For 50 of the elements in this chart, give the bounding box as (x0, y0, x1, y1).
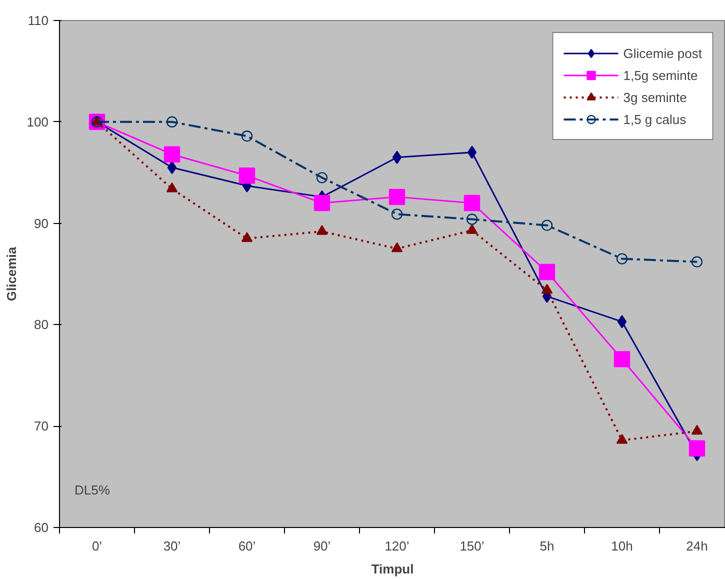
x-tick-label: 90’ (313, 538, 331, 554)
point (691, 256, 703, 268)
point (616, 434, 628, 444)
legend-label: 1,5g seminte (623, 68, 698, 82)
x-tick-label: 24h (686, 538, 708, 554)
point (688, 440, 706, 457)
annotation: DL5% (74, 482, 110, 498)
x-tick-label: 0’ (92, 538, 102, 554)
x-tick-label: 30’ (163, 538, 181, 554)
legend-label: 3g seminte (623, 90, 687, 104)
point (538, 264, 556, 280)
point (541, 284, 553, 294)
point (464, 194, 480, 212)
point (466, 214, 478, 225)
y-tick-label: 110 (28, 13, 49, 28)
x-tick-label: 120’ (384, 538, 410, 554)
legend-label: 1,5 g calus (623, 112, 686, 126)
point (617, 315, 627, 328)
y-tick-label: 80 (34, 317, 49, 332)
y-tick-label: 90 (34, 216, 49, 231)
point (691, 424, 703, 435)
y-tick-label: 60 (34, 520, 49, 535)
x-tick-label: 60’ (238, 538, 256, 554)
point (238, 168, 256, 184)
y-axis-title: Glicemia (4, 246, 19, 302)
point (314, 194, 330, 212)
point (614, 351, 630, 368)
point (164, 146, 180, 162)
point (388, 188, 406, 206)
point (241, 130, 253, 142)
y-tick-label: 100 (26, 114, 49, 130)
point (391, 208, 403, 220)
point (466, 224, 478, 234)
point (166, 182, 178, 192)
point (541, 220, 553, 231)
point (241, 232, 253, 242)
point (316, 172, 328, 184)
y-tick-label: 70 (34, 418, 49, 434)
point (167, 160, 177, 174)
legend-label: Glicemie post (623, 46, 702, 60)
point (391, 242, 403, 252)
x-axis-title: Timpul (371, 562, 414, 576)
x-tick-label: 150’ (460, 538, 484, 554)
point (616, 253, 628, 264)
x-tick-label: 5h (540, 538, 554, 554)
point (467, 146, 477, 159)
point (316, 225, 328, 235)
point (166, 116, 178, 128)
x-tick-label: 10h (611, 538, 633, 554)
point (392, 150, 402, 164)
